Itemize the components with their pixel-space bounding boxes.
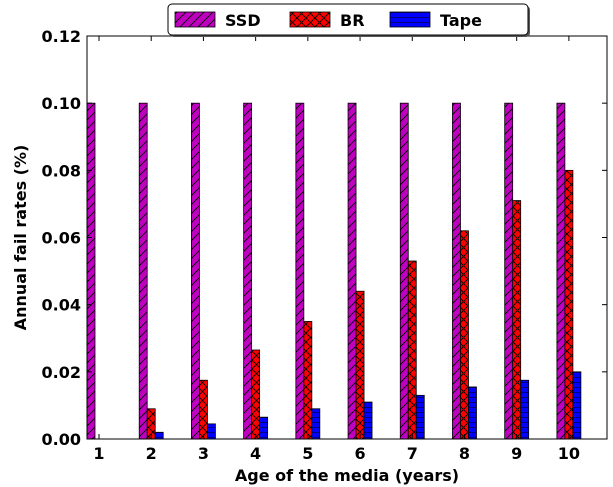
bar-br-8	[460, 230, 469, 440]
bar-tape-4	[259, 416, 269, 440]
y-tick-label: 0.02	[42, 363, 81, 382]
legend: SSD BR Tape	[167, 3, 530, 37]
bar-tape-9	[520, 379, 530, 440]
bars-layer	[86, 102, 582, 440]
bar-br-5	[303, 321, 313, 440]
bar-ssd-6	[347, 102, 357, 440]
x-tick-label: 9	[511, 444, 522, 463]
x-axis-label: Age of the media (years)	[235, 466, 459, 485]
y-tick-label: 0.04	[42, 296, 81, 315]
bar-ssd-5	[295, 102, 305, 440]
legend-label-br: BR	[340, 11, 365, 30]
x-tick-label: 2	[146, 444, 157, 463]
legend-swatch-ssd	[174, 11, 216, 28]
bar-br-6	[355, 290, 365, 440]
x-tick-label: 4	[250, 444, 261, 463]
x-tick-label: 1	[93, 444, 104, 463]
bar-tape-2	[154, 431, 164, 440]
y-tick-label: 0.06	[42, 229, 81, 248]
bar-br-3	[199, 379, 208, 440]
bar-tape-10	[572, 371, 582, 440]
bar-ssd-4	[243, 102, 253, 440]
x-tick-label: 8	[459, 444, 470, 463]
x-tick-label: 3	[198, 444, 209, 463]
bar-ssd-2	[138, 102, 148, 440]
bar-br-4	[251, 349, 261, 440]
x-tick-label: 10	[558, 444, 580, 463]
y-tick-label: 0.10	[42, 94, 81, 113]
bar-br-10	[564, 169, 574, 440]
axis-ticks: 0.00 0.02 0.04 0.06 0.08 0.10 0.12 1 2 3 4 5 6 7 8 9 10	[42, 27, 607, 463]
bar-tape-7	[415, 394, 425, 440]
legend-label-tape: Tape	[440, 11, 482, 30]
bar-br-9	[512, 200, 522, 440]
y-tick-label: 0.08	[42, 161, 81, 180]
x-tick-label: 6	[354, 444, 365, 463]
plot-frame	[86, 35, 608, 440]
bar-tape-6	[363, 401, 373, 440]
y-tick-label: 0.00	[42, 430, 81, 449]
bar-tape-3	[207, 423, 216, 440]
bar-ssd-10	[556, 102, 566, 440]
legend-box	[167, 3, 529, 36]
x-tick-label: 7	[407, 444, 418, 463]
legend-swatch-br	[289, 11, 331, 28]
bar-ssd-9	[504, 102, 514, 440]
y-tick-label: 0.12	[42, 27, 81, 46]
bar-ssd-1	[86, 102, 96, 440]
bar-br-7	[407, 260, 417, 440]
x-tick-label: 5	[302, 444, 313, 463]
legend-swatch-tape	[389, 11, 431, 28]
bar-ssd-3	[191, 102, 200, 440]
bar-tape-5	[311, 408, 321, 440]
bar-ssd-7	[399, 102, 409, 440]
y-axis-label: Annual fail rates (%)	[11, 145, 30, 331]
legend-label-ssd: SSD	[225, 11, 261, 30]
bar-ssd-8	[452, 102, 461, 440]
bar-tape-8	[468, 386, 477, 440]
